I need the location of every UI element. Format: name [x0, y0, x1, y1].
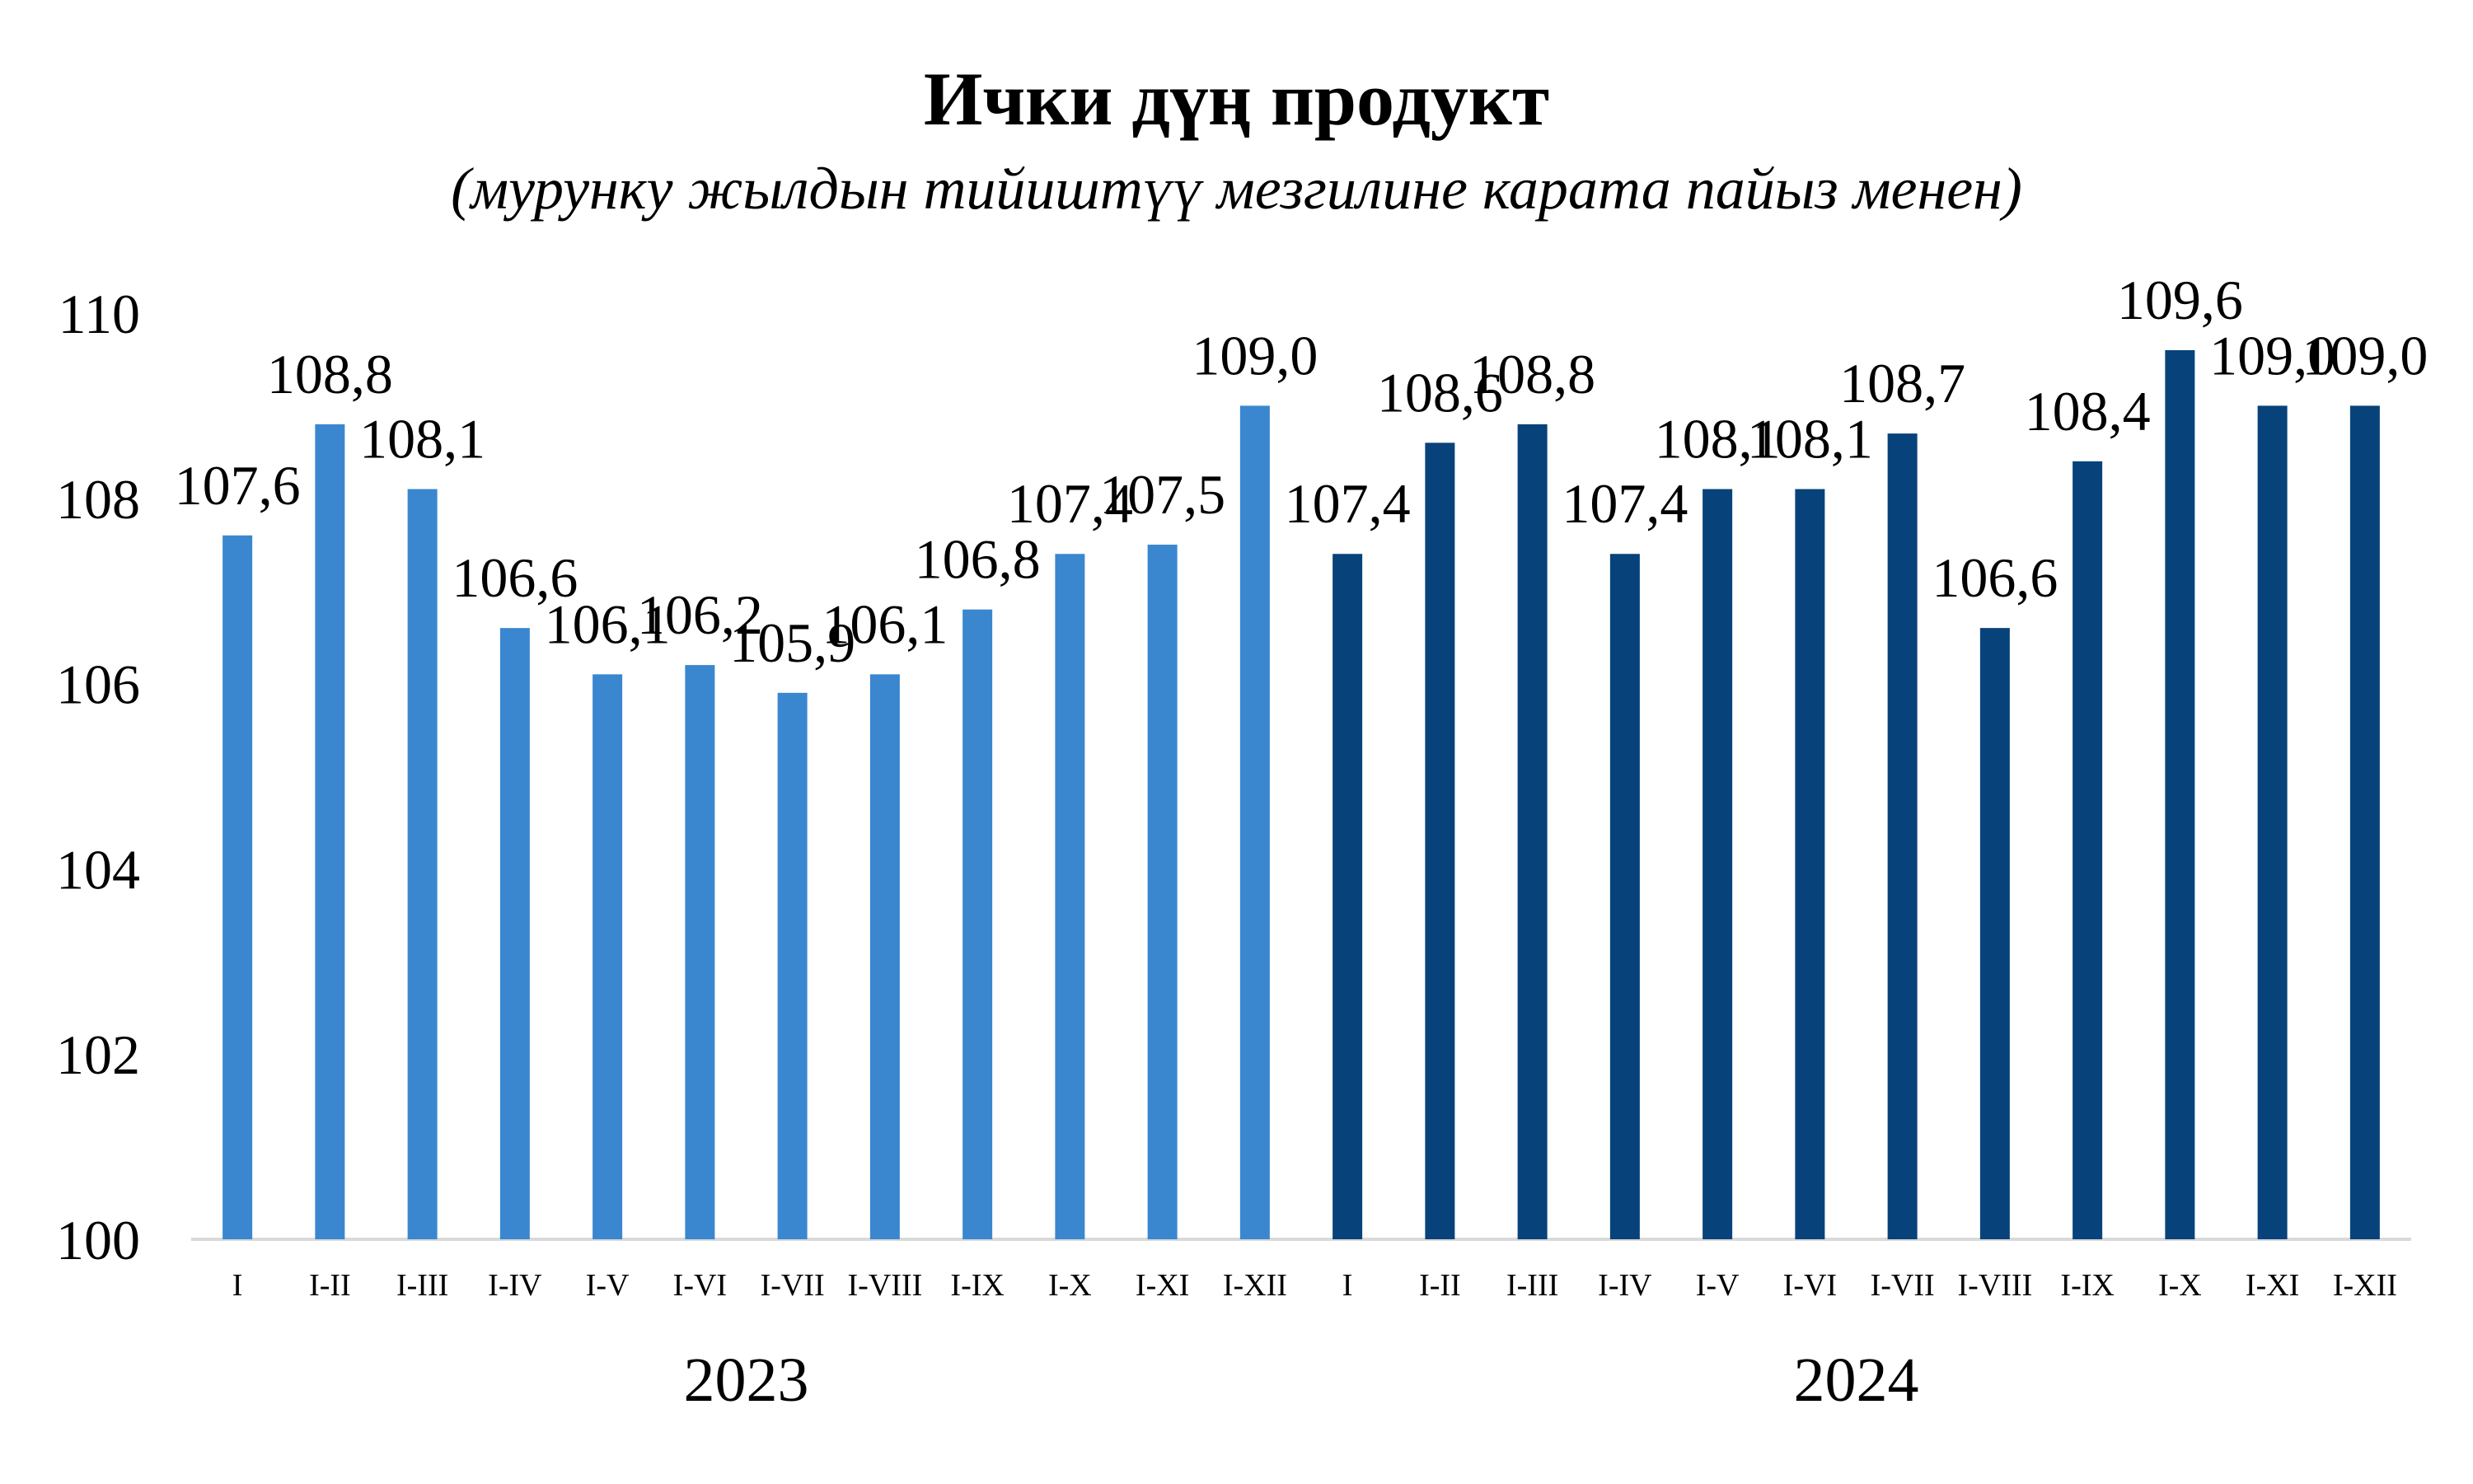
bar-value-label: 106,6 — [1932, 546, 2058, 609]
x-tick-label: I — [232, 1268, 243, 1303]
chart-subtitle: (мурунку жылдын тийиштүү мезгилине карат… — [451, 156, 2022, 222]
bar — [1979, 628, 2010, 1239]
bar-value-label: 108,1 — [1747, 408, 1873, 470]
chart-title: Ички дүң продукт — [923, 57, 1550, 141]
bar — [685, 665, 715, 1239]
x-tick-label: I-VI — [673, 1268, 727, 1303]
x-tick-label: I-XI — [2246, 1268, 2299, 1303]
bar-value-label: 108,6 — [1377, 361, 1503, 424]
x-tick-label: I-V — [586, 1268, 630, 1303]
bar — [2349, 405, 2380, 1239]
bar-value-label: 107,4 — [1007, 472, 1133, 535]
bar — [315, 424, 345, 1239]
bar — [2165, 349, 2195, 1240]
bar — [1239, 405, 1270, 1239]
x-tick-label: I-VI — [1783, 1268, 1837, 1303]
bar — [1703, 489, 1733, 1239]
x-tick-label: I-V — [1696, 1268, 1740, 1303]
bar-value-label: 109,6 — [2117, 269, 2243, 331]
bar — [2257, 405, 2288, 1239]
bar-value-label: 108,8 — [267, 343, 393, 405]
x-tick-label: I-X — [2158, 1268, 2202, 1303]
x-tick-label: I-II — [1419, 1268, 1461, 1303]
bar-value-label: 105,9 — [729, 611, 855, 674]
x-tick-label: I — [1342, 1268, 1353, 1303]
bar — [1887, 433, 1918, 1239]
bar-value-label: 106,1 — [822, 592, 948, 655]
bar-value-label: 108,4 — [2025, 380, 2151, 442]
bar — [963, 609, 993, 1239]
y-tick-label: 100 — [56, 1209, 140, 1271]
bar — [869, 674, 900, 1239]
bar-value-label: 108,1 — [1655, 408, 1781, 470]
x-tick-label: I-II — [309, 1268, 351, 1303]
bar — [222, 535, 253, 1239]
y-tick-label: 110 — [59, 283, 140, 345]
bar — [2073, 461, 2103, 1239]
x-tick-label: I-VIII — [848, 1268, 923, 1303]
bar-value-label: 109,0 — [2209, 324, 2335, 386]
x-tick-label: I-IX — [2060, 1268, 2114, 1303]
x-tick-label: I-XII — [2333, 1268, 2397, 1303]
bar — [1055, 554, 1085, 1239]
bar — [592, 674, 623, 1239]
bar-value-label: 109,0 — [1192, 324, 1318, 386]
bar-value-label: 107,4 — [1285, 472, 1411, 535]
x-tick-label: I-IX — [950, 1268, 1004, 1303]
x-tick-label: I-X — [1048, 1268, 1092, 1303]
y-tick-label: 102 — [56, 1023, 140, 1086]
bar-value-label: 108,1 — [359, 408, 485, 470]
bar-value-label: 106,2 — [637, 583, 763, 646]
y-tick-label: 104 — [56, 838, 140, 901]
bar — [1609, 554, 1640, 1239]
x-tick-label: I-VIII — [1958, 1268, 2033, 1303]
group-label: 2024 — [1794, 1346, 1919, 1415]
bar — [1517, 424, 1548, 1239]
x-tick-label: I-XII — [1223, 1268, 1287, 1303]
x-tick-label: I-XI — [1136, 1268, 1189, 1303]
bar-value-label: 106,1 — [545, 592, 671, 655]
y-tick-label: 108 — [56, 468, 140, 531]
bar-value-label: 107,6 — [175, 454, 301, 517]
bar-value-label: 108,7 — [1839, 352, 1965, 414]
x-tick-label: I-VII — [1871, 1268, 1935, 1303]
bar — [1795, 489, 1825, 1239]
x-tick-label: I-IV — [488, 1268, 542, 1303]
bar-value-label: 106,8 — [915, 528, 1041, 591]
x-tick-label: I-III — [396, 1268, 448, 1303]
bar — [1425, 442, 1455, 1239]
bar — [499, 628, 530, 1239]
y-tick-label: 106 — [56, 653, 140, 716]
group-label: 2023 — [684, 1346, 809, 1415]
bar — [407, 489, 438, 1239]
bar-value-label: 107,4 — [1562, 472, 1688, 535]
bar — [1333, 554, 1363, 1239]
bar — [777, 692, 808, 1239]
bar — [1147, 545, 1178, 1239]
x-tick-label: I-III — [1506, 1268, 1558, 1303]
x-tick-label: I-IV — [1598, 1268, 1652, 1303]
bar-value-label: 107,5 — [1099, 463, 1225, 526]
x-tick-label: I-VII — [761, 1268, 825, 1303]
bar-value-label: 108,8 — [1469, 343, 1595, 405]
bar-value-label: 106,6 — [452, 546, 578, 609]
bar-value-label: 109,0 — [2302, 324, 2428, 386]
